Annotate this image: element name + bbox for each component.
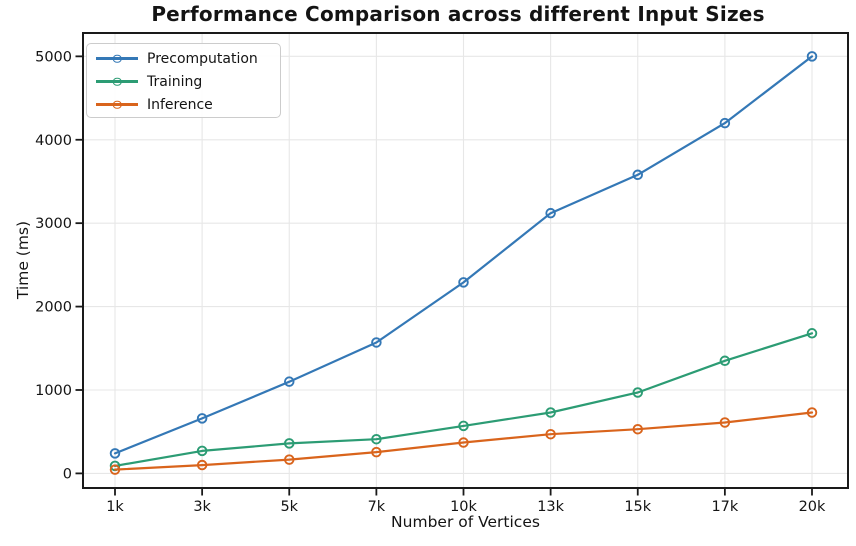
x-tick-label: 3k	[193, 499, 211, 515]
series-line-inference	[113, 411, 814, 471]
data-point-marker	[109, 448, 121, 459]
legend-item-label: Inference	[147, 96, 213, 113]
chart-title: Performance Comparison across different …	[151, 2, 765, 26]
data-point-marker	[284, 438, 295, 449]
data-point-marker	[632, 387, 644, 398]
data-point-marker	[545, 428, 556, 440]
plot-border	[82, 32, 849, 489]
legend: Precomputation Training Inference	[86, 43, 281, 118]
legend-item-label: Precomputation	[147, 50, 258, 67]
data-point-marker	[458, 420, 469, 432]
x-tick-label: 13k	[537, 499, 564, 515]
data-point-marker	[371, 446, 382, 458]
legend-line-marker-icon	[96, 75, 138, 89]
y-axis-label: Time (ms)	[14, 220, 32, 300]
x-tick-label: 10k	[450, 499, 477, 515]
data-point-marker	[371, 433, 382, 445]
data-point-marker	[545, 207, 556, 219]
x-tick-label: 7k	[368, 499, 386, 515]
series-line-precomputation	[113, 55, 814, 455]
legend-item-training: Training	[96, 70, 280, 93]
data-point-marker	[458, 437, 469, 448]
x-tick-label: 20k	[799, 499, 826, 515]
data-point-marker	[284, 376, 295, 387]
legend-line-marker-icon	[96, 98, 138, 112]
data-point-marker	[371, 337, 382, 348]
y-tick-label: 3000	[35, 216, 72, 232]
legend-item-precomputation: Precomputation	[96, 47, 280, 70]
y-tick-label: 2000	[35, 300, 72, 316]
legend-item-inference: Inference	[96, 93, 280, 116]
y-tick-label: 5000	[35, 49, 72, 65]
data-point-marker	[196, 459, 208, 471]
data-point-marker	[545, 407, 556, 418]
data-point-marker	[719, 355, 731, 367]
y-tick-label: 0	[63, 466, 72, 482]
data-point-marker	[632, 423, 644, 435]
data-point-marker	[632, 169, 644, 181]
x-tick-label: 15k	[624, 499, 651, 515]
data-point-marker	[284, 454, 295, 465]
data-point-marker	[196, 445, 208, 457]
data-point-marker	[109, 464, 121, 475]
data-point-marker	[458, 277, 469, 288]
data-point-marker	[719, 117, 731, 129]
x-axis-label: Number of Vertices	[391, 513, 540, 531]
x-tick-label: 1k	[106, 499, 124, 515]
data-point-marker	[719, 417, 731, 428]
data-point-marker	[196, 413, 208, 424]
data-point-marker	[806, 51, 818, 62]
data-point-marker	[806, 328, 818, 339]
data-point-marker	[806, 407, 818, 418]
y-tick-label: 4000	[35, 133, 72, 149]
legend-item-label: Training	[147, 73, 203, 90]
legend-line-marker-icon	[96, 52, 138, 66]
series-line-training	[113, 332, 814, 467]
y-tick-label: 1000	[35, 383, 72, 399]
x-tick-label: 17k	[711, 499, 738, 515]
x-tick-label: 5k	[280, 499, 298, 515]
